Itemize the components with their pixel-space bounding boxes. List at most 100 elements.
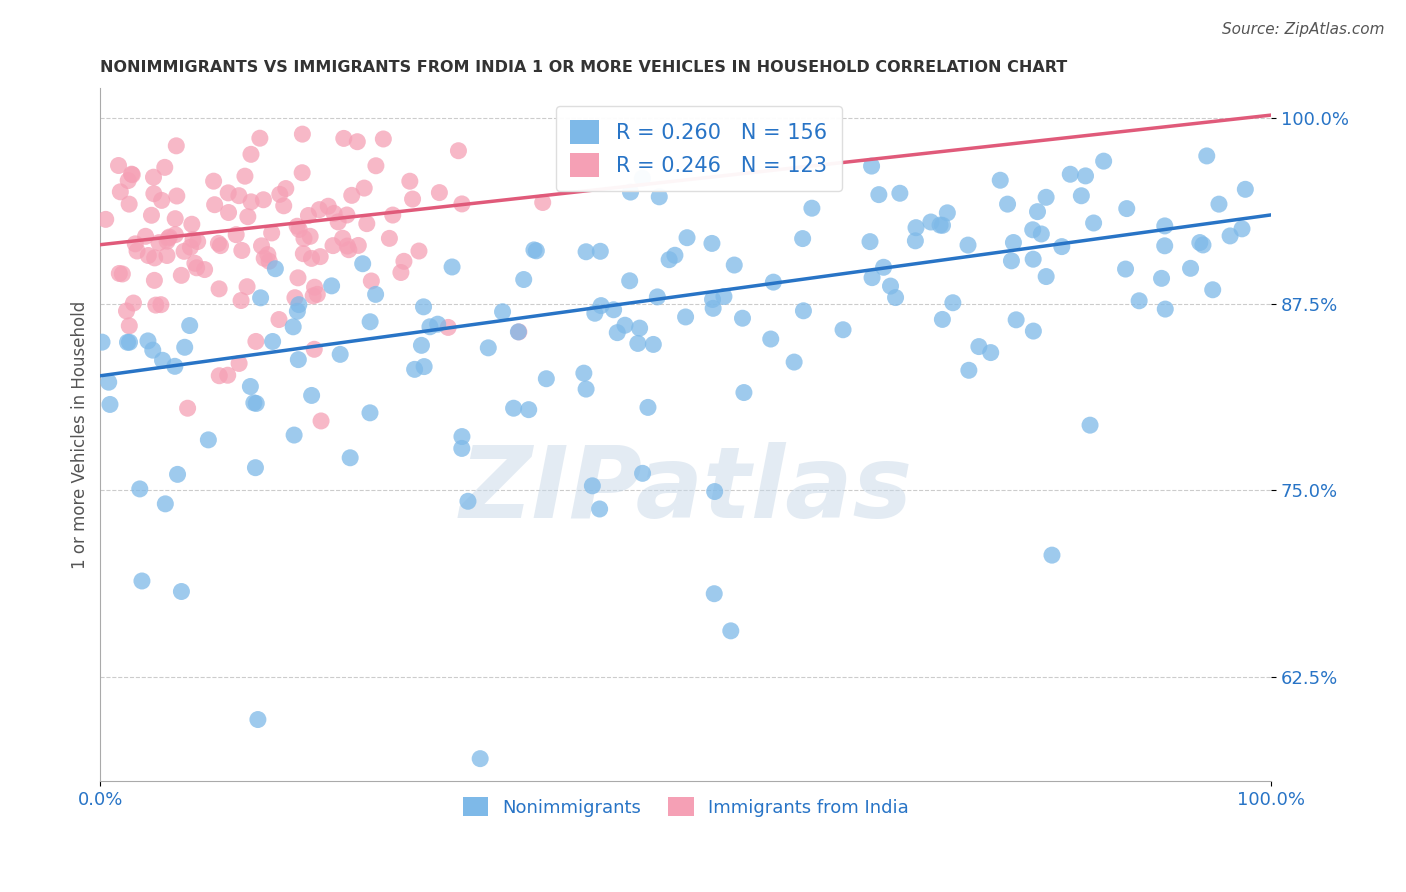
Point (759, 332, 782, 346)
Point (1059, 167, 1081, 181)
Point (477, 341, 499, 355)
Point (111, 267, 134, 281)
Point (572, 366, 595, 380)
Point (1070, 188, 1092, 202)
Point (165, 138, 187, 153)
Point (392, 254, 415, 268)
Point (233, 169, 256, 184)
Point (1035, 190, 1057, 204)
Text: NONIMMIGRANTS VS IMMIGRANTS FROM INDIA 1 OR MORE VEHICLES IN HOUSEHOLD CORRELATI: NONIMMIGRANTS VS IMMIGRANTS FROM INDIA 1… (100, 60, 1067, 75)
Point (179, 240, 201, 254)
Point (287, 270, 309, 285)
Point (426, 317, 449, 331)
Point (411, 338, 433, 352)
Point (131, 574, 153, 588)
Point (1040, 548, 1063, 562)
Point (250, 239, 273, 253)
Point (204, 197, 226, 211)
Point (1022, 223, 1045, 237)
Point (956, 238, 979, 252)
Point (859, 235, 882, 249)
Point (1154, 302, 1177, 317)
Point (860, 159, 883, 173)
Point (733, 385, 755, 400)
Point (1092, 154, 1115, 169)
Point (450, 442, 472, 456)
Point (1202, 283, 1225, 297)
Point (121, 168, 143, 182)
Point (606, 326, 628, 340)
Point (637, 401, 659, 415)
Point (194, 262, 217, 277)
Point (179, 318, 201, 333)
Point (508, 325, 530, 339)
Point (800, 201, 823, 215)
Point (664, 248, 686, 262)
Point (1188, 235, 1211, 250)
Point (240, 194, 263, 209)
Point (94, 212, 117, 227)
Point (288, 222, 311, 236)
Point (512, 272, 534, 286)
Point (108, 267, 131, 281)
Point (1022, 252, 1045, 267)
Point (323, 206, 346, 220)
Point (143, 251, 166, 265)
Point (97, 375, 120, 389)
Point (447, 144, 470, 158)
Point (723, 258, 745, 272)
Point (1180, 261, 1202, 276)
Point (353, 181, 375, 195)
Point (253, 252, 276, 266)
Point (208, 282, 231, 296)
Point (356, 217, 378, 231)
Point (152, 353, 174, 368)
Point (110, 185, 132, 199)
Point (166, 467, 188, 482)
Point (309, 414, 332, 428)
Point (1031, 227, 1053, 241)
Point (1115, 202, 1137, 216)
Point (1005, 313, 1028, 327)
Point (762, 275, 785, 289)
Point (121, 167, 143, 181)
Point (284, 291, 307, 305)
Point (291, 127, 314, 141)
Point (700, 236, 723, 251)
Point (156, 248, 179, 262)
Point (658, 252, 681, 267)
Point (997, 197, 1019, 211)
Point (713, 289, 735, 303)
Point (1078, 418, 1101, 433)
Point (299, 229, 322, 244)
Point (231, 244, 253, 258)
Point (184, 256, 207, 270)
Point (118, 318, 141, 333)
Point (165, 227, 187, 242)
Point (228, 188, 250, 202)
Point (359, 406, 381, 420)
Point (648, 190, 671, 204)
Point (236, 279, 259, 293)
Point (602, 302, 624, 317)
Point (337, 243, 360, 257)
Point (336, 208, 359, 222)
Point (702, 293, 724, 307)
Point (920, 215, 942, 229)
Point (628, 321, 651, 335)
Point (508, 325, 530, 339)
Point (889, 186, 911, 201)
Point (157, 231, 180, 245)
Point (364, 159, 387, 173)
Point (619, 185, 641, 199)
Point (124, 236, 146, 251)
Point (591, 299, 613, 313)
Point (150, 194, 173, 208)
Point (347, 238, 370, 252)
Point (1208, 197, 1230, 211)
Point (523, 243, 546, 257)
Point (322, 238, 344, 252)
Point (942, 295, 965, 310)
Point (118, 197, 141, 211)
Point (1128, 293, 1150, 308)
